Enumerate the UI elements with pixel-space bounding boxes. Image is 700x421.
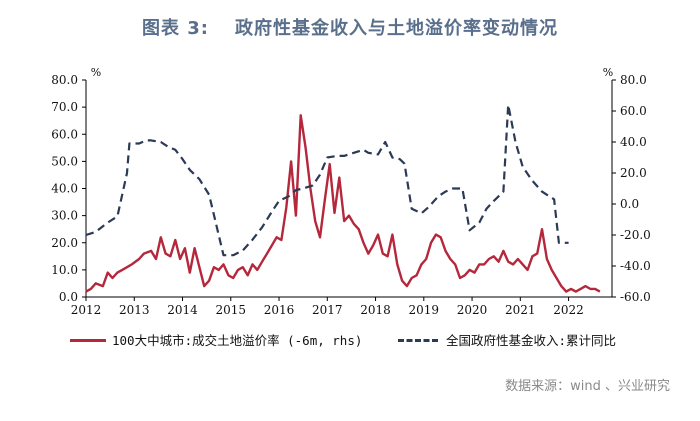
fund-income-series-line bbox=[85, 103, 569, 257]
x-tick-label: 2017 bbox=[312, 303, 343, 317]
legend-swatch-fund-income bbox=[398, 339, 438, 342]
title-text: 政府性基金收入与土地溢价率变动情况 bbox=[235, 18, 558, 39]
x-tick-label: 2012 bbox=[71, 303, 102, 317]
left-tick-label: 20.0 bbox=[51, 236, 78, 250]
x-tick-label: 2015 bbox=[215, 303, 246, 317]
left-tick-label: 80.0 bbox=[51, 73, 78, 87]
figure-label: 图表 3: bbox=[142, 18, 209, 39]
left-tick-label: 10.0 bbox=[51, 263, 78, 277]
legend-label-fund-income: 全国政府性基金收入:累计同比 bbox=[446, 333, 617, 348]
left-tick-label: 50.0 bbox=[51, 154, 78, 168]
chart-title: 图表 3: 政府性基金收入与土地溢价率变动情况 bbox=[0, 14, 700, 40]
left-tick-label: 30.0 bbox=[51, 209, 78, 223]
x-tick-label: 2014 bbox=[167, 303, 198, 317]
left-tick-label: 40.0 bbox=[51, 182, 78, 196]
x-tick-label: 2018 bbox=[360, 303, 391, 317]
left-tick-label: 0.0 bbox=[59, 290, 78, 304]
right-tick-label: 20.0 bbox=[620, 166, 647, 180]
right-tick-label: -60.0 bbox=[620, 290, 651, 304]
right-tick-label: 80.0 bbox=[620, 73, 647, 87]
x-tick-label: 2016 bbox=[264, 303, 295, 317]
left-tick-label: 60.0 bbox=[51, 127, 78, 141]
x-tick-label: 2013 bbox=[119, 303, 150, 317]
source-note: 数据来源：wind 、兴业研究 bbox=[505, 379, 670, 394]
x-tick-label: 2021 bbox=[505, 303, 536, 317]
legend-swatch-land-premium bbox=[70, 339, 106, 342]
left-axis-unit: % bbox=[91, 66, 101, 79]
legend: 100大中城市:成交土地溢价率 (-6m, rhs) 全国政府性基金收入:累计同… bbox=[0, 330, 700, 352]
right-tick-label: 40.0 bbox=[620, 135, 647, 149]
land-premium-series-line bbox=[85, 114, 601, 293]
legend-label-land-premium: 100大中城市:成交土地溢价率 (-6m, rhs) bbox=[112, 333, 363, 348]
x-tick-label: 2022 bbox=[553, 303, 584, 317]
left-tick-label: 70.0 bbox=[51, 100, 78, 114]
right-tick-label: -40.0 bbox=[620, 259, 651, 273]
x-tick-label: 2020 bbox=[457, 303, 488, 317]
right-tick-label: 0.0 bbox=[620, 197, 639, 211]
x-tick-label: 2019 bbox=[409, 303, 440, 317]
right-tick-label: -20.0 bbox=[620, 228, 651, 242]
right-axis-unit: % bbox=[603, 66, 613, 79]
right-tick-label: 60.0 bbox=[620, 104, 647, 118]
